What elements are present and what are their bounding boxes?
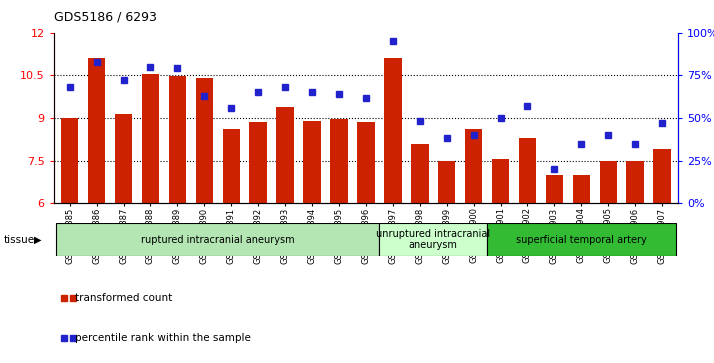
Bar	[411, 144, 428, 203]
Bar	[56, 223, 379, 256]
Bar	[303, 121, 321, 203]
Text: tissue: tissue	[4, 234, 35, 245]
Bar	[196, 78, 213, 203]
Bar	[438, 161, 456, 203]
Bar	[61, 118, 79, 203]
Bar	[115, 114, 132, 203]
Text: ▶: ▶	[34, 234, 42, 245]
Text: transformed count: transformed count	[75, 293, 172, 303]
Bar	[519, 138, 536, 203]
Bar	[169, 76, 186, 203]
Bar	[88, 58, 106, 203]
Bar	[653, 149, 671, 203]
Bar	[545, 175, 563, 203]
Text: percentile rank within the sample: percentile rank within the sample	[75, 333, 251, 343]
Bar	[379, 223, 487, 256]
Bar	[223, 129, 240, 203]
Bar	[357, 122, 375, 203]
Text: superficial temporal artery: superficial temporal artery	[516, 234, 647, 245]
Bar	[142, 74, 159, 203]
Bar	[331, 119, 348, 203]
Bar	[573, 175, 590, 203]
Bar	[600, 161, 617, 203]
Text: GDS5186 / 6293: GDS5186 / 6293	[54, 11, 156, 24]
Bar	[487, 223, 675, 256]
Bar	[384, 58, 401, 203]
Text: unruptured intracranial
aneurysm: unruptured intracranial aneurysm	[376, 229, 491, 250]
Bar	[492, 159, 509, 203]
Text: ruptured intracranial aneurysm: ruptured intracranial aneurysm	[141, 234, 295, 245]
Bar	[249, 122, 267, 203]
Bar	[276, 107, 294, 203]
Bar	[465, 129, 483, 203]
Bar	[626, 161, 644, 203]
